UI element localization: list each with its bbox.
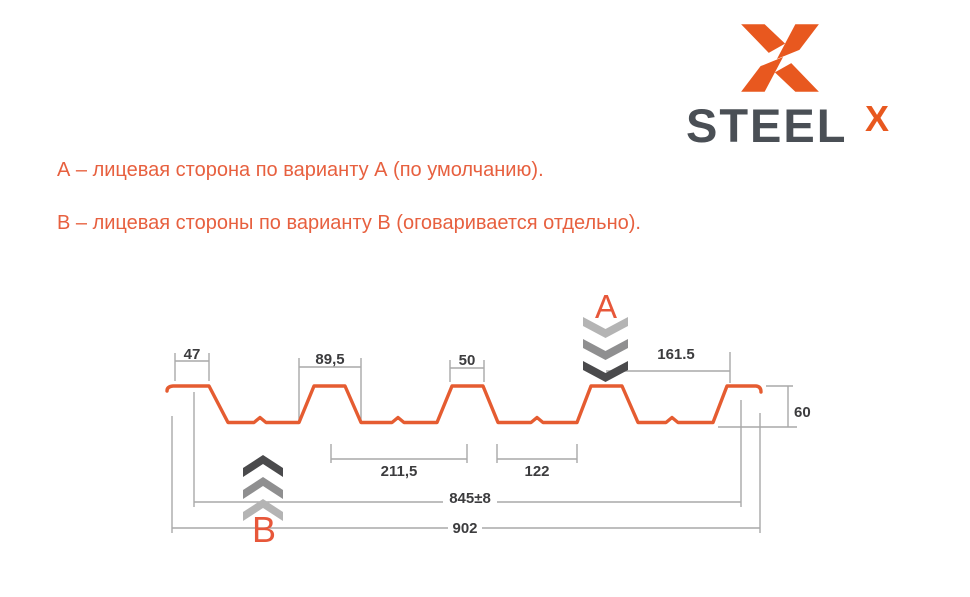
- logo-lightning-lower: [741, 56, 784, 92]
- marker-letter-b: B: [251, 509, 277, 550]
- note-variant-a: А – лицевая сторона по варианту А (по ум…: [57, 159, 544, 181]
- dim-161-5: [606, 352, 731, 383]
- dim-845: [193, 392, 742, 507]
- dim-label-902: 902: [452, 520, 478, 537]
- steelx-logo-icon: [741, 24, 819, 92]
- dim-label-47: 47: [183, 346, 201, 363]
- side-b-chevrons-icon: [243, 455, 283, 521]
- dim-89-5: [298, 358, 362, 421]
- dim-label-50: 50: [458, 352, 476, 369]
- chevron-up-light-icon: [243, 499, 283, 521]
- dim-47: [174, 353, 210, 381]
- chevron-up-mid-icon: [243, 477, 283, 499]
- dim-label-211-5: 211,5: [380, 463, 418, 480]
- dim-label-122: 122: [524, 463, 550, 480]
- steel-profile-outline: [165, 384, 763, 425]
- dim-label-161-5: 161.5: [657, 346, 695, 363]
- dim-label-60: 60: [794, 404, 811, 421]
- note-variant-b: В – лицевая стороны по варианту В (огова…: [57, 212, 641, 234]
- chevron-down-dark-icon: [583, 361, 628, 382]
- dimension-lines: [171, 352, 797, 533]
- logo-arm-topleft: [741, 24, 786, 53]
- dim-label-89-5: 89,5: [315, 351, 345, 368]
- dim-211-5: [330, 444, 468, 463]
- logo-arm-bottomright: [774, 63, 819, 92]
- chevron-down-mid-icon: [583, 339, 628, 360]
- chevron-up-dark-icon: [243, 455, 283, 477]
- chevron-down-light-icon: [583, 317, 628, 338]
- dim-60: [718, 385, 797, 428]
- side-a-chevrons-icon: [583, 317, 628, 382]
- dim-50: [449, 360, 485, 382]
- dim-122: [496, 444, 578, 463]
- brand-mark-x: X: [865, 98, 890, 139]
- dim-902: [171, 413, 761, 533]
- marker-letter-a: A: [594, 288, 618, 325]
- logo-lightning-upper: [776, 24, 819, 60]
- dim-label-845: 845±8: [449, 490, 491, 507]
- brand-wordmark: STEEL: [686, 99, 848, 152]
